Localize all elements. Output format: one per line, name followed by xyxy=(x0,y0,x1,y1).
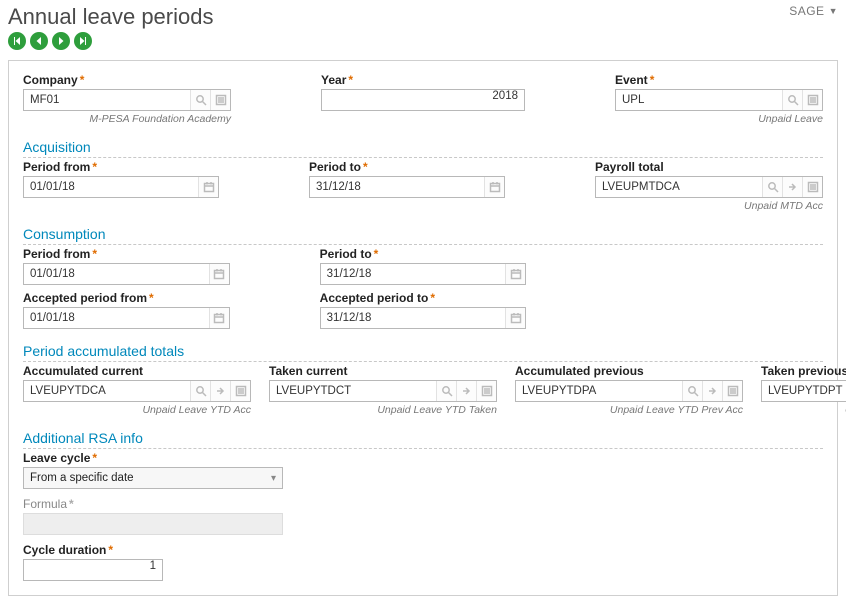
label-formula: Formula* xyxy=(23,497,823,511)
acc-previous-hint: Unpaid Leave YTD Prev Acc xyxy=(515,404,743,416)
label-event: Event* xyxy=(615,73,823,87)
chevron-down-icon: ▾ xyxy=(271,473,276,484)
label-cycle-duration: Cycle duration* xyxy=(23,543,823,557)
con-to-input[interactable] xyxy=(321,264,506,284)
leave-cycle-select[interactable]: From a specific date ▾ xyxy=(23,467,283,489)
brand-label: SAGE xyxy=(789,4,824,18)
section-rsa: Additional RSA info xyxy=(23,430,823,449)
calendar-icon[interactable] xyxy=(505,308,525,328)
con-from-input[interactable] xyxy=(24,264,209,284)
calendar-icon[interactable] xyxy=(209,308,229,328)
acq-to-input[interactable] xyxy=(310,177,484,197)
label-leave-cycle: Leave cycle* xyxy=(23,451,823,465)
accepted-to-input[interactable] xyxy=(321,308,506,328)
payroll-total-hint: Unpaid MTD Acc xyxy=(595,200,823,212)
acc-current-input[interactable] xyxy=(24,381,190,401)
calendar-icon[interactable] xyxy=(505,264,525,284)
page-title: Annual leave periods xyxy=(8,4,213,30)
label-acq-to: Period to* xyxy=(309,160,505,174)
acc-current-hint: Unpaid Leave YTD Acc xyxy=(23,404,251,416)
label-payroll-total: Payroll total xyxy=(595,160,823,174)
leave-cycle-value: From a specific date xyxy=(30,472,134,484)
section-period-totals: Period accumulated totals xyxy=(23,343,823,362)
nav-first-button[interactable] xyxy=(8,32,26,50)
taken-previous-hint: Unpaid Leave YTD Prev Taken xyxy=(761,404,846,416)
form-card: Company* M-PESA Foundation Academy Year*… xyxy=(8,60,838,596)
label-con-from: Period from* xyxy=(23,247,230,261)
calendar-icon[interactable] xyxy=(209,264,229,284)
acc-previous-input[interactable] xyxy=(516,381,682,401)
nav-prev-button[interactable] xyxy=(30,32,48,50)
lookup-icon[interactable] xyxy=(682,381,702,401)
detail-icon[interactable] xyxy=(722,381,742,401)
acq-from-input[interactable] xyxy=(24,177,198,197)
calendar-icon[interactable] xyxy=(198,177,218,197)
event-input[interactable] xyxy=(616,90,782,110)
event-hint: Unpaid Leave xyxy=(615,113,823,125)
formula-input xyxy=(23,513,283,535)
section-acquisition: Acquisition xyxy=(23,139,823,158)
brand-menu[interactable]: SAGE ▼ xyxy=(789,4,838,18)
cycle-duration-input[interactable]: 1 xyxy=(24,560,162,580)
label-acc-previous: Accumulated previous xyxy=(515,364,743,378)
detail-icon[interactable] xyxy=(476,381,496,401)
detail-icon[interactable] xyxy=(210,90,230,110)
label-acq-from: Period from* xyxy=(23,160,219,174)
action-icon[interactable] xyxy=(782,177,802,197)
label-acc-current: Accumulated current xyxy=(23,364,251,378)
action-icon[interactable] xyxy=(456,381,476,401)
lookup-icon[interactable] xyxy=(190,381,210,401)
detail-icon[interactable] xyxy=(802,90,822,110)
action-icon[interactable] xyxy=(210,381,230,401)
lookup-icon[interactable] xyxy=(762,177,782,197)
section-consumption: Consumption xyxy=(23,226,823,245)
label-year: Year* xyxy=(321,73,525,87)
chevron-down-icon: ▼ xyxy=(829,6,838,16)
label-company: Company* xyxy=(23,73,231,87)
detail-icon[interactable] xyxy=(802,177,822,197)
taken-current-hint: Unpaid Leave YTD Taken xyxy=(269,404,497,416)
action-icon[interactable] xyxy=(702,381,722,401)
company-hint: M-PESA Foundation Academy xyxy=(23,113,231,125)
nav-last-button[interactable] xyxy=(74,32,92,50)
year-input[interactable]: 2018 xyxy=(322,90,524,110)
label-taken-current: Taken current xyxy=(269,364,497,378)
detail-icon[interactable] xyxy=(230,381,250,401)
label-con-to: Period to* xyxy=(320,247,527,261)
lookup-icon[interactable] xyxy=(436,381,456,401)
taken-previous-input[interactable] xyxy=(762,381,846,401)
accepted-from-input[interactable] xyxy=(24,308,209,328)
payroll-total-input[interactable] xyxy=(596,177,762,197)
company-input[interactable] xyxy=(24,90,190,110)
taken-current-input[interactable] xyxy=(270,381,436,401)
label-taken-previous: Taken previous xyxy=(761,364,846,378)
nav-next-button[interactable] xyxy=(52,32,70,50)
label-accepted-to: Accepted period to* xyxy=(320,291,527,305)
calendar-icon[interactable] xyxy=(484,177,504,197)
label-accepted-from: Accepted period from* xyxy=(23,291,230,305)
lookup-icon[interactable] xyxy=(190,90,210,110)
lookup-icon[interactable] xyxy=(782,90,802,110)
